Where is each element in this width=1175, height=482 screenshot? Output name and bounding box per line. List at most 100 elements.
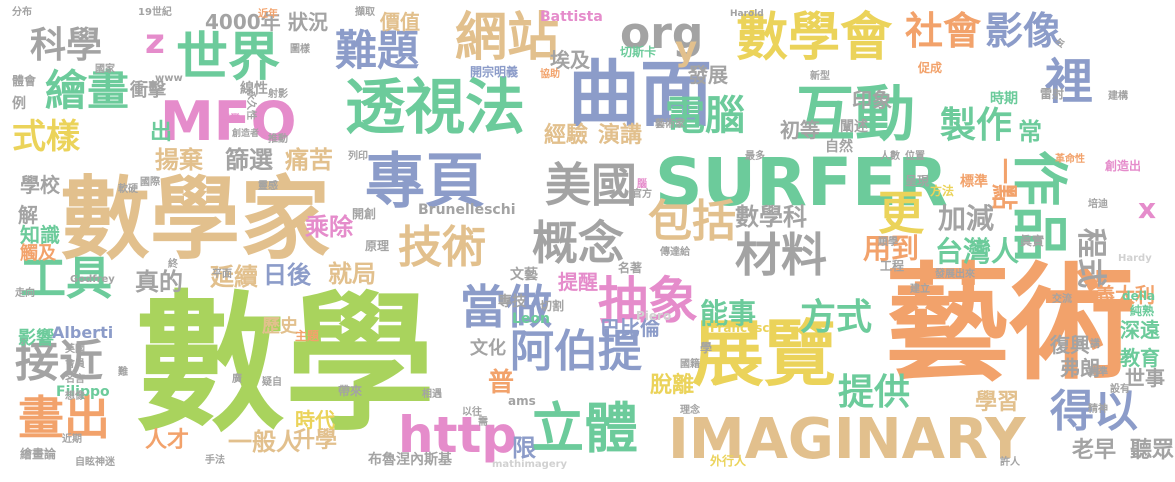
cloud-word: 以往 xyxy=(462,407,482,418)
cloud-word: 提供 xyxy=(838,372,911,413)
cloud-word: 呈現 xyxy=(905,174,930,188)
cloud-word: 脫離 xyxy=(650,373,695,398)
cloud-word: 靈感 xyxy=(258,181,278,192)
cloud-word: 線性 xyxy=(240,81,268,97)
cloud-word: 世界 xyxy=(176,28,281,88)
cloud-word: 影響 xyxy=(18,328,54,349)
cloud-word: ams xyxy=(508,394,536,408)
cloud-word: 布魯涅內斯基 xyxy=(368,452,452,468)
cloud-word: 分布 xyxy=(12,7,32,18)
cloud-word: 文藝 xyxy=(510,267,538,283)
cloud-word: Godfrey xyxy=(70,274,115,285)
cloud-word: y xyxy=(675,29,698,69)
cloud-word: 出 xyxy=(150,120,173,145)
cloud-word: 工具 xyxy=(20,251,112,305)
cloud-word: 官方 xyxy=(632,189,652,200)
cloud-word: 製作 xyxy=(940,105,1013,146)
cloud-word: 繪畫論 xyxy=(20,447,57,461)
cloud-word: 近期 xyxy=(62,434,82,445)
cloud-word: 革命性 xyxy=(1055,154,1085,165)
cloud-word: 工程 xyxy=(880,259,905,273)
cloud-word: 演講 xyxy=(598,123,643,148)
cloud-word: 發展 xyxy=(688,63,728,87)
cloud-word: 真的 xyxy=(135,268,183,296)
cloud-word: 精神 xyxy=(1088,404,1108,415)
cloud-word: 技術 xyxy=(398,222,486,273)
cloud-word: 設有 xyxy=(1110,384,1130,395)
cloud-word: 國家 xyxy=(95,64,115,75)
cloud-word: 一般人 xyxy=(228,428,300,456)
cloud-word: 走向 xyxy=(15,288,35,299)
cloud-word: 歷史 xyxy=(262,316,298,337)
cloud-word: 講 xyxy=(1090,339,1100,350)
cloud-word: 時代 xyxy=(295,408,335,432)
cloud-word: 眞實 xyxy=(1020,234,1045,248)
cloud-word: 交流 xyxy=(1052,294,1072,305)
cloud-word: 永久性 xyxy=(245,90,256,120)
cloud-word: mathimagery xyxy=(492,459,568,470)
cloud-word: 人數 xyxy=(880,151,900,162)
cloud-word: 升學 xyxy=(293,428,338,453)
cloud-word: 許人 xyxy=(1000,457,1020,468)
cloud-word: 裡 xyxy=(1045,54,1094,110)
cloud-word: 軟硬 xyxy=(118,184,138,195)
cloud-word: 概念 xyxy=(532,216,624,270)
cloud-word: 抽象 xyxy=(598,272,698,330)
cloud-word: 最多 xyxy=(745,151,765,162)
cloud-word: 義大利 xyxy=(1095,283,1155,307)
cloud-word: Filippo xyxy=(56,384,110,400)
cloud-word: 痛苦 xyxy=(285,146,333,174)
cloud-word: 價值 xyxy=(380,10,420,34)
cloud-word: 衝擊 xyxy=(130,80,166,101)
cloud-word: 方式 xyxy=(800,297,873,338)
cloud-word: 得以 xyxy=(1050,386,1138,437)
cloud-word: 科學 xyxy=(30,25,103,66)
cloud-word: 專頁 xyxy=(365,147,485,217)
cloud-word: 電腦 xyxy=(665,93,745,139)
cloud-word: 式樣 xyxy=(12,117,80,157)
cloud-word: 材料 xyxy=(735,228,827,282)
cloud-word: 接近 xyxy=(15,336,103,387)
cloud-word: 文化 xyxy=(470,338,506,359)
cloud-word: 例 xyxy=(12,96,26,112)
cloud-word: 純熟 xyxy=(1130,304,1155,318)
cloud-word: MFO xyxy=(160,90,297,153)
cloud-word: 理念 xyxy=(680,405,700,416)
cloud-word: 主題 xyxy=(295,329,320,343)
cloud-word: 專業 xyxy=(220,114,240,125)
cloud-word: 新型 xyxy=(810,71,830,82)
cloud-word: 雷射 xyxy=(1040,87,1065,101)
cloud-word: 圖樣 xyxy=(290,44,310,55)
cloud-word: 時期 xyxy=(990,91,1018,107)
cloud-word: 建立 xyxy=(910,284,930,295)
cloud-word: 解 xyxy=(18,203,38,227)
cloud-word: org xyxy=(620,8,704,59)
cloud-word: 程式 xyxy=(1073,228,1108,288)
cloud-word: 印象 xyxy=(852,88,892,112)
cloud-word: 復興 xyxy=(1050,333,1090,357)
cloud-word: 互動 xyxy=(795,80,915,150)
cloud-word: 埃及 xyxy=(550,48,590,72)
cloud-word: 台灣人 xyxy=(935,235,1020,268)
cloud-word: 立體 xyxy=(530,397,638,460)
cloud-word: 日後 xyxy=(263,261,311,289)
cloud-word: 社會 xyxy=(905,9,982,53)
cloud-word: 延續 xyxy=(210,263,258,291)
cloud-word: 切斯卡 xyxy=(620,45,657,59)
cloud-word: 學校 xyxy=(20,173,60,197)
cloud-word: 限 xyxy=(512,434,536,462)
cloud-word: 畫出 xyxy=(18,391,110,445)
cloud-word: 數學家 xyxy=(60,167,330,272)
cloud-word: 想像 xyxy=(65,391,85,402)
cloud-word: 腦 xyxy=(637,179,647,190)
cloud-word: 闡述 xyxy=(840,119,868,135)
cloud-word: 影像 xyxy=(985,9,1062,53)
cloud-word: della xyxy=(1122,289,1156,303)
cloud-word: 乘除 xyxy=(305,213,353,241)
cloud-word: 世事 xyxy=(1125,366,1165,390)
cloud-word: 藝術家 xyxy=(655,119,685,130)
cloud-word: 聽眾 xyxy=(1130,438,1175,463)
cloud-word: 教育 xyxy=(1120,346,1160,370)
cloud-word: 19世紀 xyxy=(138,7,172,18)
